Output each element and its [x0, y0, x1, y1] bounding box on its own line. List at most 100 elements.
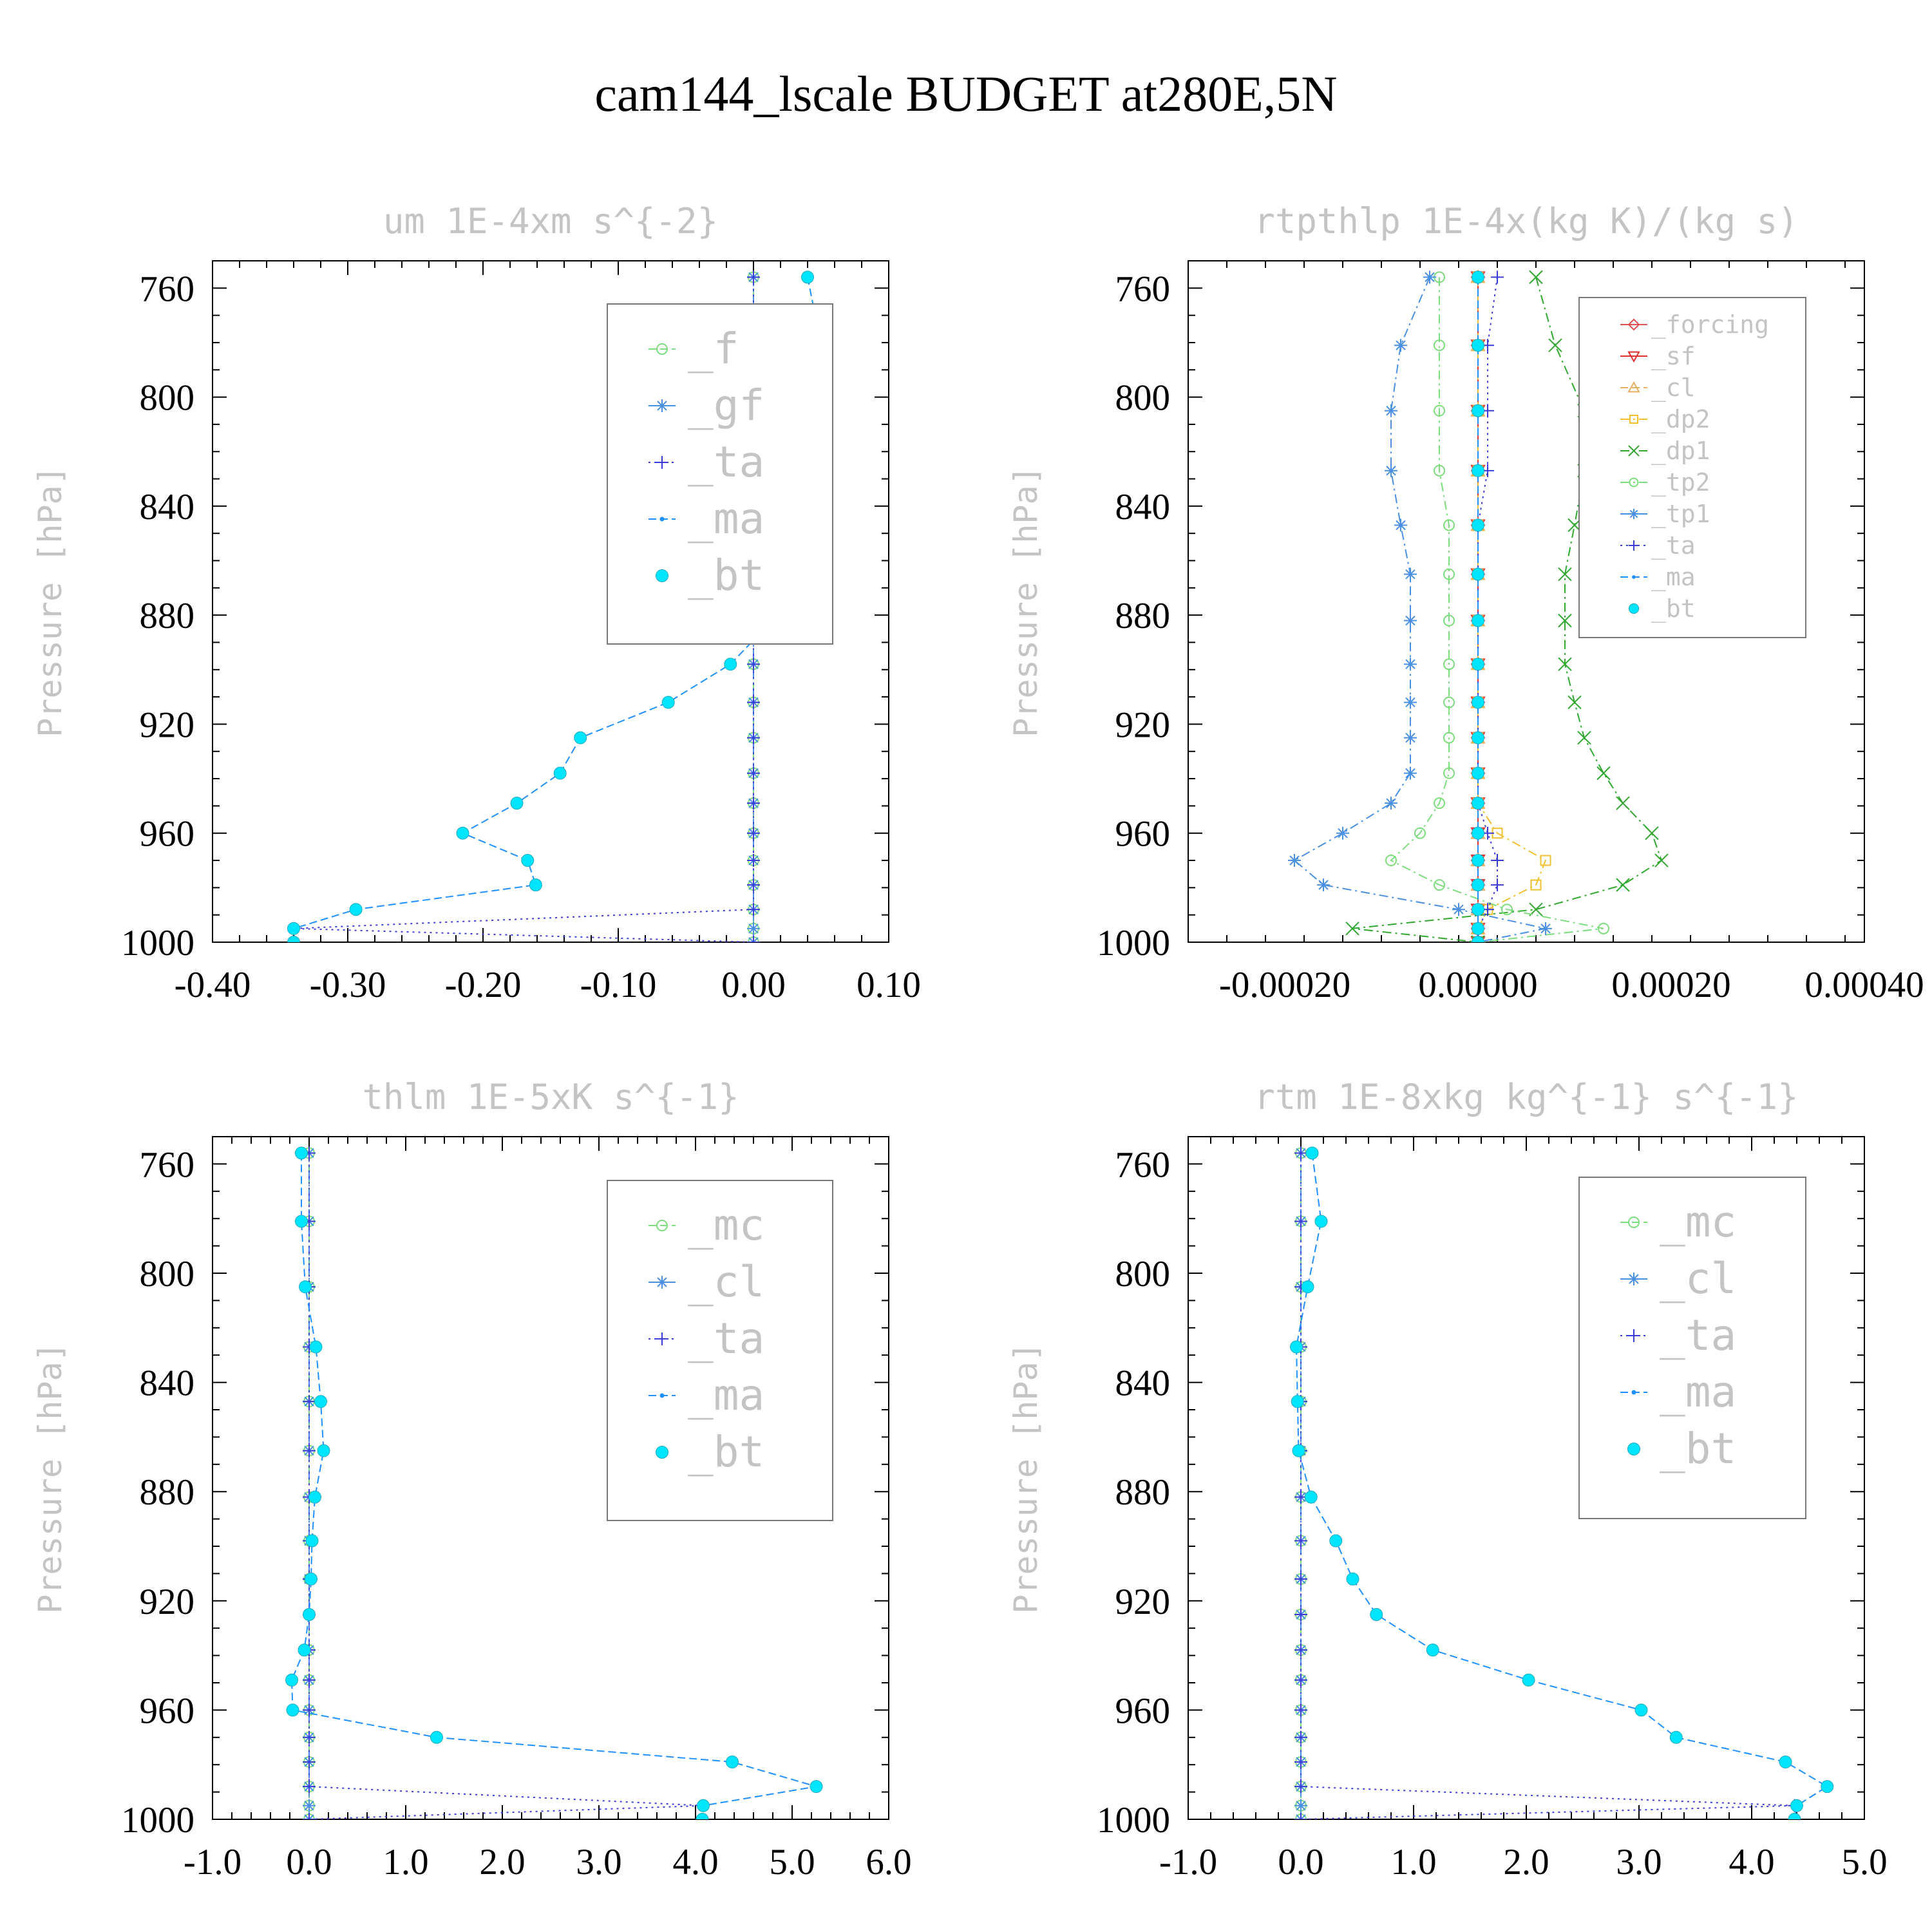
x-tick-label: 0.0	[1278, 1842, 1323, 1882]
data-point-ta	[1491, 270, 1504, 284]
x-tick-label: 0.00	[721, 965, 786, 1005]
data-point-bt	[309, 1340, 323, 1354]
y-tick-label: 960	[1115, 814, 1171, 855]
data-point-bt	[1472, 936, 1484, 942]
data-point-bt	[726, 1755, 739, 1768]
data-point-ta	[1491, 854, 1504, 867]
data-point-tp1	[1452, 903, 1465, 916]
data-point-bt	[1472, 339, 1484, 352]
data-point-bt	[317, 1444, 330, 1457]
figure-title: cam144_lscale BUDGET at280E,5N	[594, 66, 1337, 122]
y-tick-label: 880	[1115, 1472, 1171, 1513]
legend: _mc _cl _ta _ma _bt	[607, 1180, 833, 1521]
data-point-ta	[1491, 878, 1504, 892]
legend-marker	[1629, 540, 1639, 551]
data-point-bt	[696, 1813, 709, 1819]
data-point-bt	[308, 1490, 321, 1504]
data-point-tp1	[1404, 614, 1417, 627]
data-point-tp1	[1539, 922, 1552, 935]
legend-marker	[656, 343, 668, 355]
y-tick-label: 920	[1115, 1582, 1171, 1622]
data-point-ta	[303, 1673, 316, 1687]
data-point-ta	[1294, 1572, 1307, 1586]
chart-panel-4: rtm 1E-8xkg kg^{-1} s^{-1} Pressure [hPa]…	[1007, 1077, 1888, 1882]
data-point-tp1	[1317, 878, 1330, 892]
legend-marker	[1629, 477, 1639, 488]
chart-panel-1: um 1E-4xm s^{-2} Pressure [hPa] 760 800 840 8…	[32, 201, 921, 1005]
data-point-bt	[1370, 1608, 1383, 1621]
y-tick-label: 880	[140, 1472, 195, 1513]
data-point-bt	[1472, 696, 1484, 709]
y-tick-label: 760	[1115, 1144, 1171, 1185]
legend-label: _mc	[688, 1200, 764, 1250]
legend-marker	[656, 569, 668, 582]
data-point-ta	[747, 936, 760, 942]
legend-label: _tp1	[1651, 500, 1710, 529]
data-point-tp2	[1443, 732, 1455, 744]
data-point-bt	[314, 1395, 327, 1408]
x-tick-label: 0.0	[286, 1842, 332, 1882]
y-tick-label: 760	[140, 1144, 195, 1185]
series-line-tp1	[1293, 277, 1546, 942]
legend-label: _dp1	[1651, 437, 1710, 466]
plot-frame	[1188, 260, 1865, 943]
data-point-tp1	[1385, 404, 1397, 417]
legend-marker	[1627, 1443, 1640, 1455]
data-point-bt	[1329, 1534, 1343, 1548]
x-tick-label: 1.0	[1390, 1842, 1436, 1882]
data-point-ta	[747, 878, 760, 892]
panels: um 1E-4xm s^{-2} Pressure [hPa] 760 800 840 8…	[32, 201, 1924, 1882]
data-point-ta	[303, 1780, 316, 1794]
data-point-ta	[747, 658, 760, 671]
data-point-bt	[298, 1643, 311, 1657]
y-axis-label: Pressure [hPa]	[32, 466, 69, 737]
series-line-ma	[293, 277, 822, 942]
x-tick-label: -0.30	[310, 965, 386, 1005]
data-point-bt	[661, 696, 675, 709]
legend-marker	[1628, 445, 1640, 457]
data-point-tp2	[1443, 614, 1455, 627]
data-point-bt	[1426, 1643, 1439, 1657]
data-point-ta	[1294, 1730, 1307, 1744]
data-point-bt	[1304, 1490, 1318, 1504]
y-tick-label: 840	[1115, 1363, 1171, 1404]
legend: _mc _cl _ta _ma _bt	[1578, 1177, 1806, 1519]
data-point-ta	[747, 854, 760, 867]
data-point-bt	[1472, 878, 1484, 892]
x-tick-label: 0.00020	[1611, 965, 1730, 1005]
x-tick-label: 3.0	[576, 1842, 621, 1882]
legend-box	[1578, 297, 1806, 638]
data-point-tp1	[1288, 854, 1301, 867]
y-tick-label: 920	[140, 705, 195, 745]
data-point-tp1	[1404, 731, 1417, 744]
legend-marker	[656, 1446, 668, 1459]
y-tick-label: 800	[1115, 378, 1171, 419]
data-point-bt	[1314, 1215, 1328, 1228]
data-point-bt	[287, 936, 300, 942]
legend-marker	[1628, 1217, 1640, 1228]
data-point-ta	[1294, 1215, 1307, 1228]
legend-label: _bt	[688, 551, 764, 600]
data-point-bt	[1292, 1444, 1305, 1457]
legend-label: _ma	[688, 494, 764, 544]
legend-label: _bt	[1651, 594, 1696, 623]
legend-label: _sf	[1651, 342, 1696, 371]
data-point-bt	[305, 1534, 319, 1548]
plot-frame	[212, 260, 889, 943]
data-point-bt	[724, 658, 737, 671]
data-point-tp2	[1598, 922, 1609, 934]
y-axis-label: Pressure [hPa]	[1007, 1342, 1045, 1613]
legend-label: _cl	[688, 1257, 764, 1307]
legend-label: _cl	[1651, 374, 1696, 402]
data-point-tp1	[1385, 464, 1397, 477]
x-tick-label: -0.10	[580, 965, 657, 1005]
series-group	[1290, 1146, 1834, 1819]
data-point-bt	[510, 797, 524, 810]
x-tick-label: 4.0	[672, 1842, 718, 1882]
x-tick-label: 3.0	[1616, 1842, 1662, 1882]
x-tick-label: -0.20	[445, 965, 522, 1005]
data-point-bt	[1472, 854, 1484, 867]
data-point-bt	[1472, 922, 1484, 935]
legend-marker	[659, 516, 665, 522]
data-point-dp1	[1577, 730, 1591, 745]
